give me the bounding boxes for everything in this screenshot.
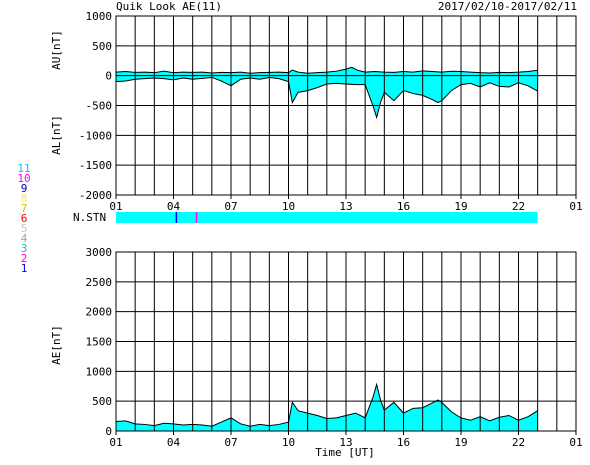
y-tick-label: -1000 <box>79 129 112 142</box>
y-tick-label: 3000 <box>86 246 113 259</box>
date-range: 2017/02/10-2017/02/11 <box>438 0 577 13</box>
x-tick-label: 22 <box>512 200 525 213</box>
au-area <box>116 67 538 76</box>
y-tick-label: 500 <box>92 395 112 408</box>
x-tick-label: 01 <box>569 436 582 449</box>
x-tick-label: 01 <box>109 436 122 449</box>
x-tick-label: 13 <box>339 436 352 449</box>
x-tick-label: 10 <box>282 436 295 449</box>
station-legend-item: 3 <box>21 242 28 255</box>
al-ylabel: AL[nT] <box>50 115 63 155</box>
station-legend-item: 2 <box>21 252 28 265</box>
y-tick-label: 0 <box>105 70 112 83</box>
station-coverage-bar <box>116 212 538 223</box>
ae-area <box>116 384 538 431</box>
station-legend-item: 10 <box>17 172 30 185</box>
y-tick-label: -2000 <box>79 189 112 202</box>
y-tick-label: 2500 <box>86 276 113 289</box>
y-tick-label: 1500 <box>86 336 113 349</box>
x-tick-label: 19 <box>454 200 467 213</box>
al-area <box>116 75 538 118</box>
y-tick-label: -500 <box>86 100 113 113</box>
y-tick-label: 1000 <box>86 10 113 23</box>
ae-xlabel: Time [UT] <box>315 446 375 459</box>
station-legend-item: 6 <box>21 212 28 225</box>
station-legend-item: 9 <box>21 182 28 195</box>
y-tick-label: 500 <box>92 40 112 53</box>
station-strip: N.STN <box>73 211 538 224</box>
station-legend-item: 1 <box>21 262 28 275</box>
y-tick-label: -1500 <box>79 159 112 172</box>
station-legend-item: 11 <box>17 162 30 175</box>
x-tick-label: 10 <box>282 200 295 213</box>
x-tick-label: 13 <box>339 200 352 213</box>
x-tick-label: 19 <box>454 436 467 449</box>
station-legend-item: 8 <box>21 192 28 205</box>
au-ylabel: AU[nT] <box>50 30 63 70</box>
station-legend-item: 7 <box>21 202 28 215</box>
x-tick-label: 16 <box>397 436 410 449</box>
y-tick-label: 1000 <box>86 365 113 378</box>
x-tick-label: 16 <box>397 200 410 213</box>
station-legend-item: 4 <box>21 232 28 245</box>
x-tick-label: 07 <box>224 436 237 449</box>
x-tick-label: 04 <box>167 436 181 449</box>
x-tick-label: 22 <box>512 436 525 449</box>
x-tick-label: 01 <box>569 200 582 213</box>
station-strip-label: N.STN <box>73 211 106 224</box>
ae-ylabel: AE[nT] <box>50 325 63 365</box>
chart-title: Quik Look AE(11) <box>116 0 222 13</box>
x-tick-label: 07 <box>224 200 237 213</box>
y-tick-label: 0 <box>105 425 112 438</box>
station-legend-item: 5 <box>21 222 28 235</box>
x-tick-label: 01 <box>109 200 122 213</box>
x-tick-label: 04 <box>167 200 181 213</box>
y-tick-label: 2000 <box>86 306 113 319</box>
